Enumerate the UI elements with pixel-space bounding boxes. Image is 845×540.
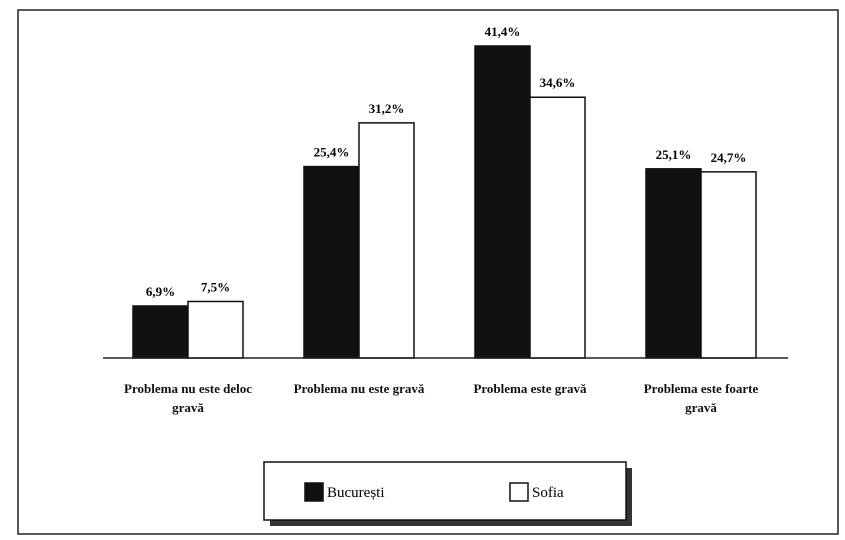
bar: [474, 45, 531, 359]
x-tick-label: Problema este foarte gravă: [643, 381, 759, 415]
value-label: 24,7%: [711, 150, 747, 165]
bar: [645, 168, 702, 359]
x-tick-label: Problema este gravă: [473, 381, 587, 396]
value-label: 25,4%: [314, 145, 350, 160]
bar: [132, 305, 189, 359]
bar: [529, 96, 586, 359]
value-label: 6,9%: [146, 284, 175, 299]
legend-box: [263, 461, 627, 521]
value-label: 31,2%: [369, 101, 405, 116]
legend-label: București: [327, 485, 385, 501]
value-label: 7,5%: [201, 279, 230, 294]
value-label: 41,4%: [485, 24, 521, 39]
bar: [700, 171, 757, 359]
legend-swatch: [509, 482, 529, 502]
legend-label: Sofia: [532, 485, 564, 501]
bar: [303, 165, 360, 359]
value-label: 25,1%: [656, 147, 692, 162]
legend-swatch: [304, 482, 324, 502]
bar: [187, 300, 244, 359]
x-tick-label: Problema nu este deloc gravă: [124, 381, 252, 415]
value-label: 34,6%: [540, 75, 576, 90]
bar: [358, 122, 415, 359]
x-tick-label: Problema nu este gravă: [293, 381, 425, 396]
